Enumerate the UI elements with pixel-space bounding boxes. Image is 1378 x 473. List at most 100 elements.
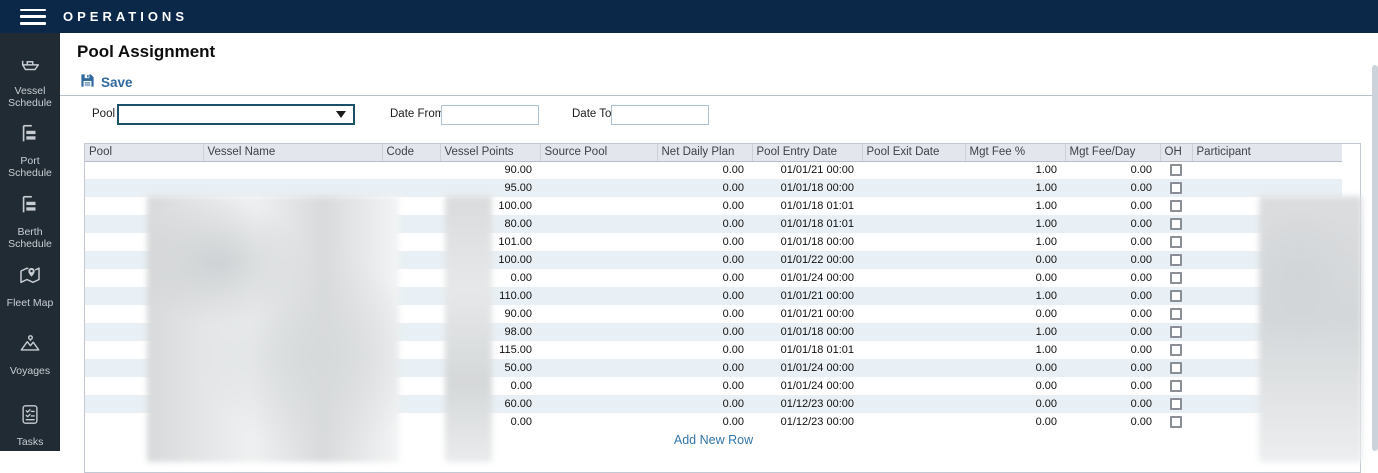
table-row[interactable]: 0.00 0.00 01/12/23 00:00 0.00 0.00 <box>85 413 1342 431</box>
sidebar-item-label: Berth Schedule <box>8 226 52 251</box>
sidebar-item-port-schedule[interactable]: Port Schedule <box>0 123 60 179</box>
cell-participant <box>1192 269 1342 287</box>
pool-select[interactable] <box>117 104 355 125</box>
cell-pool-exit-date <box>862 269 965 287</box>
cell-vessel-name <box>203 341 382 359</box>
save-button[interactable]: Save <box>80 73 133 91</box>
cell-mgt-fee-pct: 0.00 <box>1035 308 1057 320</box>
oh-checkbox[interactable] <box>1170 236 1182 249</box>
sidebar-item-fleet-map[interactable]: Fleet Map <box>0 263 60 309</box>
cell-code <box>382 359 440 377</box>
oh-checkbox[interactable] <box>1170 218 1182 231</box>
table-row[interactable]: 101.00 0.00 01/01/18 00:00 1.00 0.00 <box>85 233 1342 251</box>
oh-checkbox[interactable] <box>1170 416 1182 429</box>
column-header-source-pool[interactable]: Source Pool <box>539 144 657 162</box>
oh-checkbox[interactable] <box>1170 344 1182 357</box>
oh-checkbox[interactable] <box>1170 254 1182 267</box>
cell-pool <box>85 377 203 395</box>
column-header-participant[interactable]: Participant <box>1191 144 1342 162</box>
table-row[interactable]: 50.00 0.00 01/01/24 00:00 0.00 0.00 <box>85 359 1342 377</box>
table-row[interactable]: 0.00 0.00 01/01/24 00:00 0.00 0.00 <box>85 269 1342 287</box>
cell-vessel-name <box>203 377 382 395</box>
cell-mgt-fee-day: 0.00 <box>1130 380 1152 392</box>
date-from-input[interactable] <box>441 105 539 125</box>
cell-source-pool <box>540 161 657 179</box>
cell-vessel-points: 60.00 <box>504 398 532 410</box>
table-row[interactable]: 100.00 0.00 01/01/22 00:00 0.00 0.00 <box>85 251 1342 269</box>
sidebar-item-berth-schedule[interactable]: Berth Schedule <box>0 194 60 250</box>
cell-source-pool <box>540 179 657 197</box>
cell-oh <box>1160 341 1192 359</box>
oh-checkbox[interactable] <box>1170 182 1182 195</box>
cell-source-pool <box>540 395 657 413</box>
table-row[interactable]: 0.00 0.00 01/01/24 00:00 0.00 0.00 <box>85 377 1342 395</box>
cell-pool-entry-date: 01/01/18 01:01 <box>780 218 854 230</box>
cell-mgt-fee-day: 0.00 <box>1130 218 1152 230</box>
cell-net-daily-plan: 0.00 <box>722 218 744 230</box>
cell-vessel-points: 90.00 <box>504 164 532 177</box>
cell-participant <box>1192 233 1342 251</box>
cell-participant <box>1192 323 1342 341</box>
table-row[interactable]: 90.00 0.00 01/01/21 00:00 0.00 0.00 <box>85 305 1342 323</box>
column-header-vessel-name[interactable]: Vessel Name <box>202 144 382 162</box>
cell-mgt-fee-pct: 1.00 <box>1035 200 1057 212</box>
cell-pool <box>85 233 203 251</box>
oh-checkbox[interactable] <box>1170 272 1182 285</box>
column-header-code[interactable]: Code <box>381 144 440 162</box>
table-row[interactable]: 115.00 0.00 01/01/18 01:01 1.00 0.00 <box>85 341 1342 359</box>
column-header-pool-exit-date[interactable]: Pool Exit Date <box>861 144 965 162</box>
column-header-pool[interactable]: Pool <box>85 144 203 162</box>
sidebar-item-tasks[interactable]: Tasks <box>0 403 60 448</box>
cell-mgt-fee-day: 0.00 <box>1130 200 1152 212</box>
oh-checkbox[interactable] <box>1170 290 1182 303</box>
cell-pool-exit-date <box>862 341 965 359</box>
cell-participant <box>1192 395 1342 413</box>
column-header-pool-entry-date[interactable]: Pool Entry Date <box>751 144 862 162</box>
pool-assignment-grid: Pool Vessel Name Code Vessel Points Sour… <box>84 143 1362 473</box>
cell-oh <box>1160 305 1192 323</box>
cell-net-daily-plan: 0.00 <box>722 272 744 284</box>
date-to-label: Date To <box>572 108 612 120</box>
column-header-mgt-fee-day[interactable]: Mgt Fee/Day <box>1064 144 1160 162</box>
table-row[interactable]: 90.00 0.00 01/01/21 00:00 1.00 0.00 <box>85 161 1342 179</box>
oh-checkbox[interactable] <box>1170 398 1182 411</box>
sidebar-item-vessel-schedule[interactable]: Vessel Schedule <box>0 53 60 109</box>
table-row[interactable]: 80.00 0.00 01/01/18 01:01 1.00 0.00 <box>85 215 1342 233</box>
cell-participant <box>1192 197 1342 215</box>
sidebar-item-voyages[interactable]: Voyages <box>0 333 60 377</box>
column-header-net-daily-plan[interactable]: Net Daily Plan <box>656 144 752 162</box>
oh-checkbox[interactable] <box>1170 362 1182 375</box>
cell-net-daily-plan: 0.00 <box>722 308 744 320</box>
table-row[interactable]: 110.00 0.00 01/01/21 00:00 1.00 0.00 <box>85 287 1342 305</box>
cell-mgt-fee-day: 0.00 <box>1130 416 1152 428</box>
cell-source-pool <box>540 197 657 215</box>
oh-checkbox[interactable] <box>1170 326 1182 339</box>
cell-pool-entry-date: 01/01/24 00:00 <box>780 380 854 392</box>
cell-mgt-fee-pct: 1.00 <box>1035 236 1057 248</box>
column-header-mgt-fee-pct[interactable]: Mgt Fee % <box>964 144 1065 162</box>
cell-vessel-points: 50.00 <box>504 362 532 374</box>
cell-vessel-name <box>203 395 382 413</box>
vertical-scrollbar[interactable] <box>1372 65 1378 451</box>
table-row[interactable]: 60.00 0.00 01/12/23 00:00 0.00 0.00 <box>85 395 1342 413</box>
table-row[interactable]: 98.00 0.00 01/01/18 00:00 1.00 0.00 <box>85 323 1342 341</box>
table-row[interactable]: 100.00 0.00 01/01/18 01:01 1.00 0.00 <box>85 197 1342 215</box>
table-row[interactable]: 95.00 0.00 01/01/18 00:00 1.00 0.00 <box>85 179 1342 197</box>
oh-checkbox[interactable] <box>1170 380 1182 393</box>
column-header-oh[interactable]: OH <box>1159 144 1192 162</box>
cell-oh <box>1160 197 1192 215</box>
cell-mgt-fee-day: 0.00 <box>1130 362 1152 374</box>
oh-checkbox[interactable] <box>1170 308 1182 321</box>
cell-mgt-fee-pct: 0.00 <box>1035 380 1057 392</box>
cell-code <box>382 305 440 323</box>
oh-checkbox[interactable] <box>1170 200 1182 213</box>
cell-participant <box>1192 305 1342 323</box>
add-new-row-link[interactable]: Add New Row <box>673 433 754 447</box>
oh-checkbox[interactable] <box>1170 164 1182 177</box>
page-title: Pool Assignment <box>77 42 216 61</box>
date-to-input[interactable] <box>611 105 709 125</box>
berth-schedule-icon <box>19 195 41 220</box>
hamburger-menu-icon[interactable] <box>20 8 46 25</box>
cell-pool-exit-date <box>862 287 965 305</box>
column-header-vessel-points[interactable]: Vessel Points <box>439 144 540 162</box>
